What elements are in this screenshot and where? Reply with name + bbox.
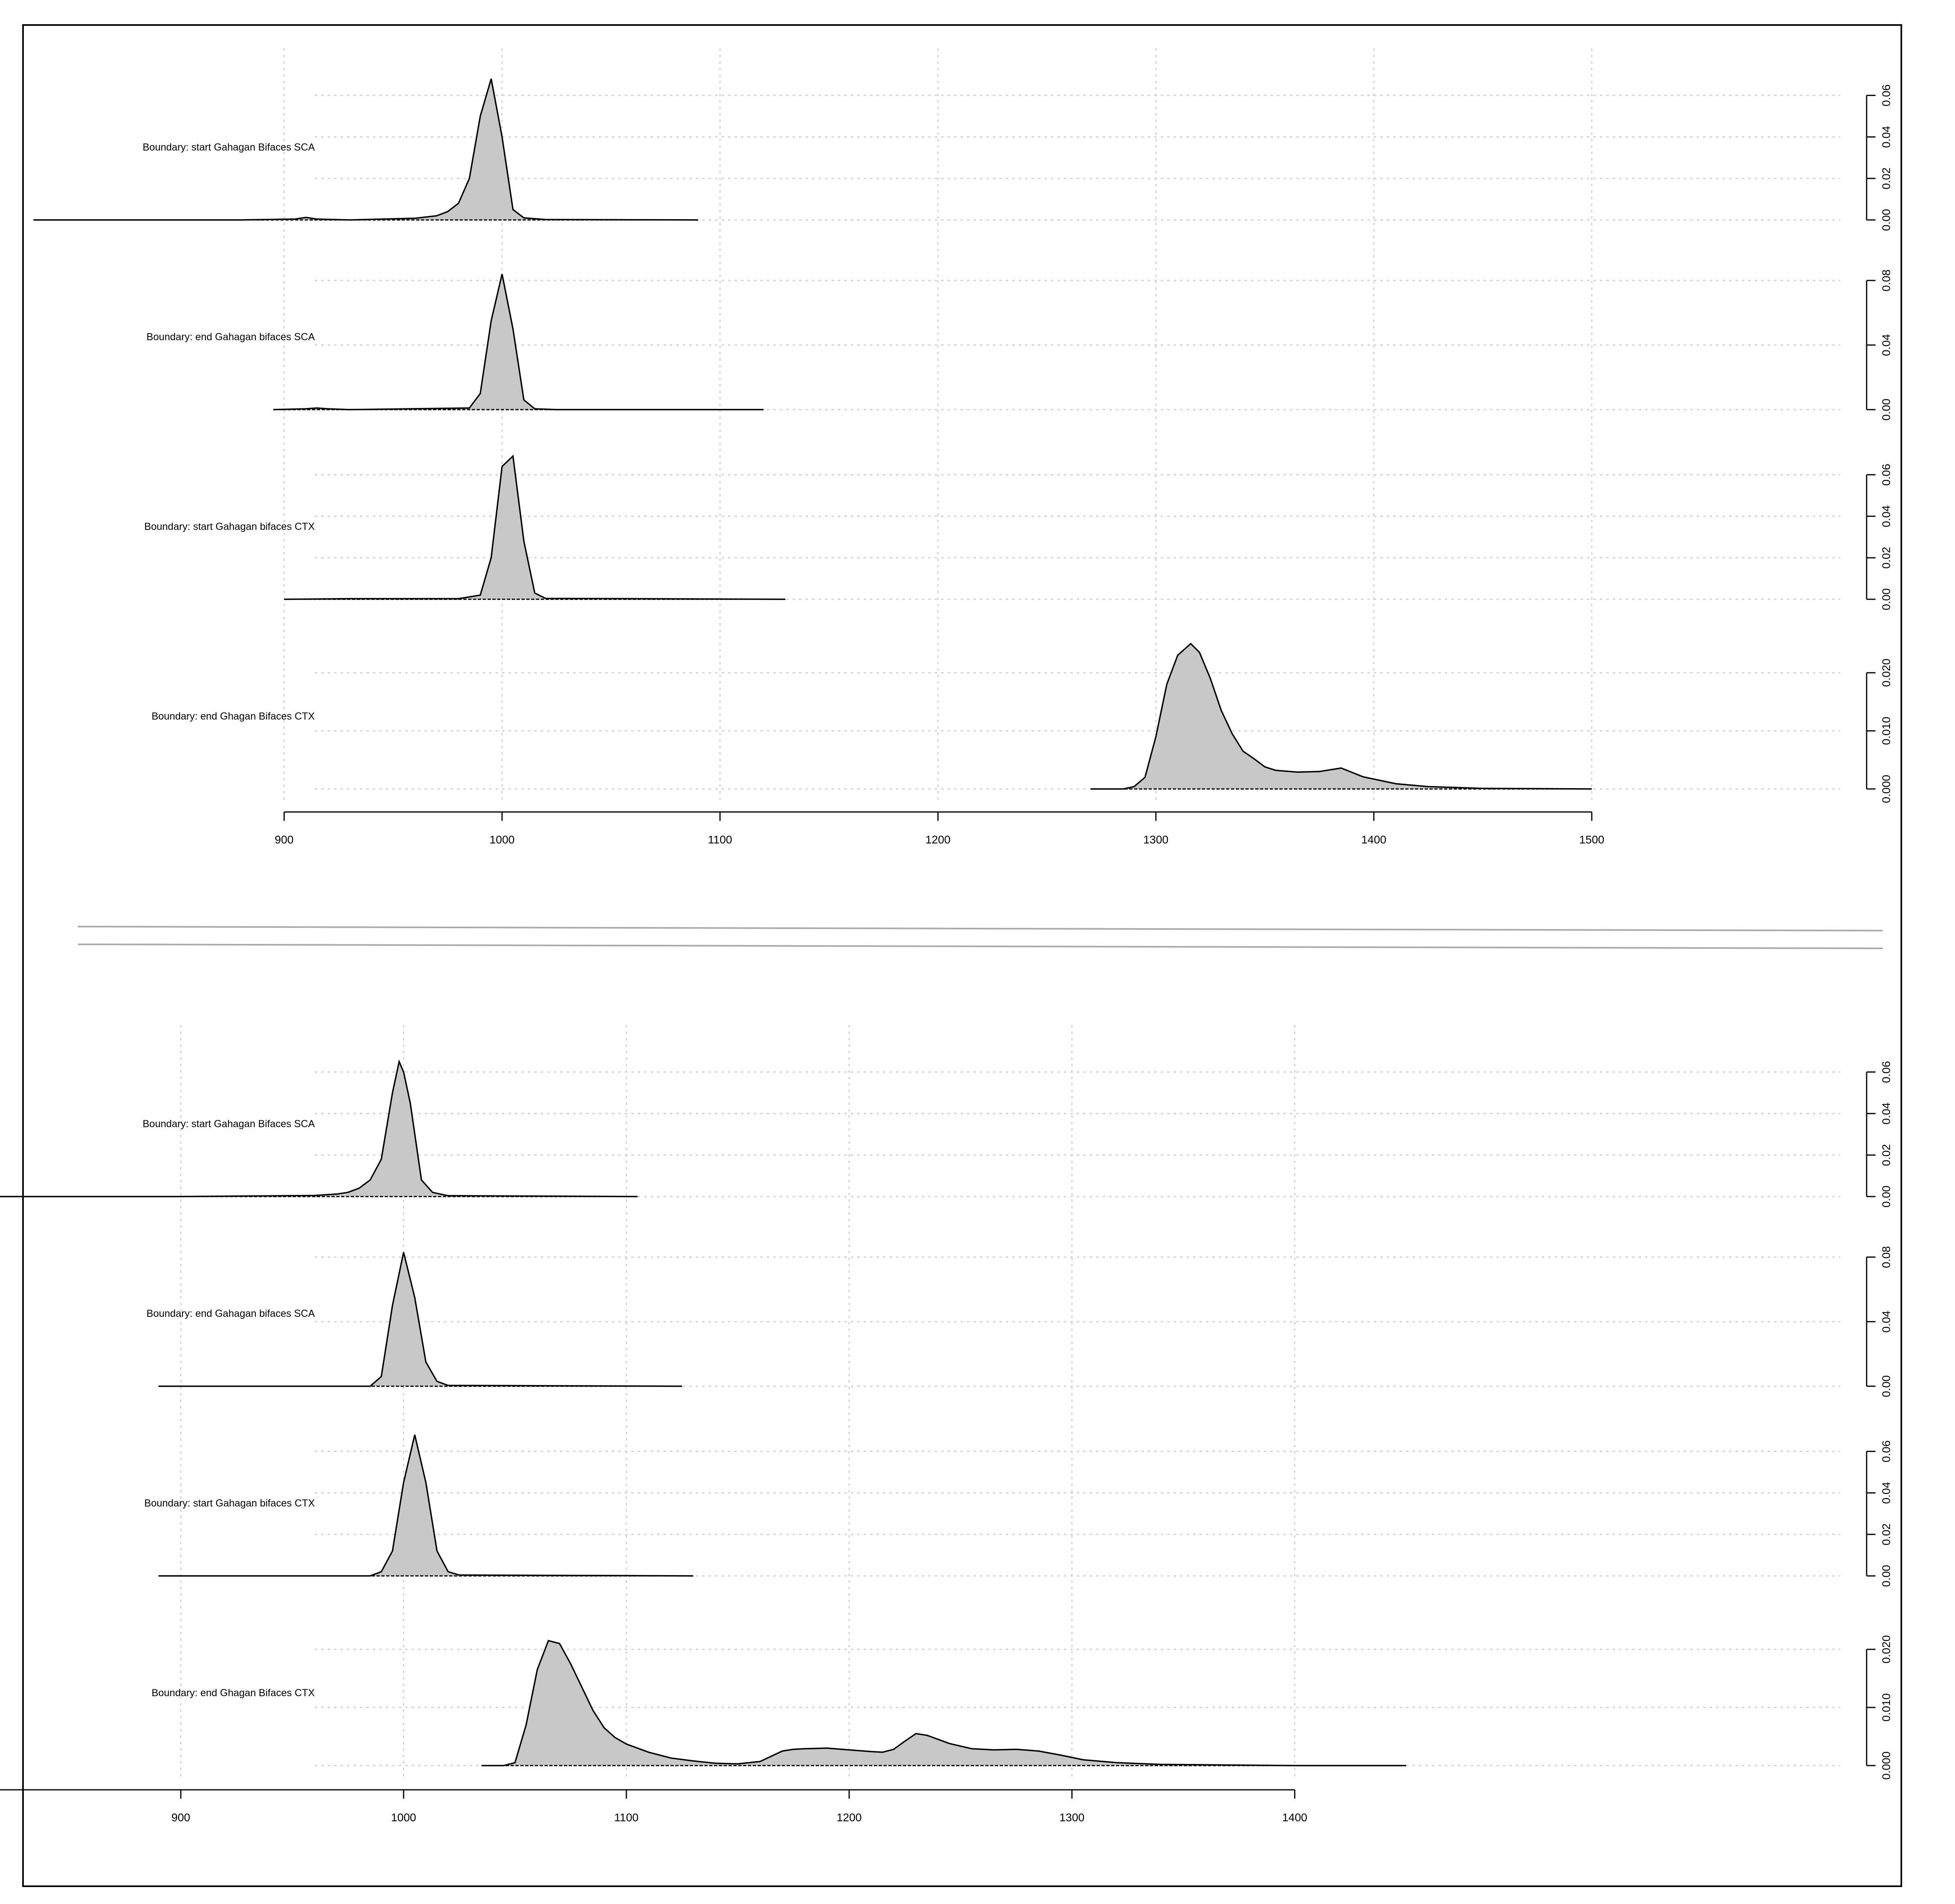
y-tick-label: 0.010	[1880, 1693, 1892, 1722]
density-area	[284, 456, 785, 599]
x-tick-label: 1200	[925, 833, 950, 846]
y-tick-label: 0.04	[1880, 505, 1892, 527]
x-tick-label: 900	[172, 1811, 190, 1824]
figure-border	[22, 24, 1902, 1887]
x-tick-label: 1300	[1143, 833, 1168, 846]
y-tick-label: 0.06	[1880, 84, 1892, 107]
y-tick-label: 0.00	[1880, 1375, 1892, 1398]
density-line	[158, 1434, 693, 1577]
density-line	[33, 78, 699, 221]
y-tick-label: 0.02	[1880, 1523, 1892, 1546]
y-tick-label: 0.08	[1880, 1246, 1892, 1268]
x-tick-label: 1400	[1361, 833, 1386, 846]
panel-top: Boundary: start Gahagan Bifaces SCA0.000…	[33, 48, 1892, 846]
panel-divider	[77, 944, 1883, 949]
x-tick-label: 1500	[1579, 833, 1604, 846]
y-tick-label: 0.06	[1880, 464, 1892, 486]
density-area	[0, 1061, 638, 1197]
y-tick-label: 0.000	[1880, 775, 1892, 803]
density-area	[481, 1640, 1406, 1766]
y-tick-label: 0.04	[1880, 334, 1892, 356]
x-tick-label: 1200	[837, 1811, 862, 1824]
series-label: Boundary: end Ghagan Bifaces CTX	[152, 711, 315, 722]
y-tick-label: 0.010	[1880, 717, 1892, 745]
x-tick-label: 1100	[708, 833, 732, 846]
y-tick-label: 0.02	[1880, 547, 1892, 569]
density-line	[0, 1059, 638, 1197]
x-tick-label: 1400	[1282, 1811, 1307, 1824]
y-tick-label: 0.02	[1880, 167, 1892, 190]
y-tick-label: 0.020	[1880, 1635, 1892, 1663]
density-area	[273, 274, 764, 410]
x-tick-label: 1000	[490, 833, 515, 846]
y-tick-label: 0.04	[1880, 126, 1892, 148]
series-label: Boundary: end Ghagan Bifaces CTX	[152, 1687, 315, 1699]
y-tick-label: 0.08	[1880, 270, 1892, 292]
series-label: Boundary: start Gahagan Bifaces SCA	[142, 142, 315, 153]
density-area	[33, 79, 698, 220]
y-tick-label: 0.00	[1880, 1565, 1892, 1587]
density-line	[1091, 642, 1592, 790]
y-tick-label: 0.020	[1880, 659, 1892, 687]
y-tick-label: 0.00	[1880, 1186, 1892, 1208]
density-line	[273, 274, 764, 410]
y-tick-label: 0.00	[1880, 209, 1892, 231]
x-tick-label: 900	[275, 833, 294, 846]
density-area	[1091, 644, 1592, 789]
y-tick-label: 0.04	[1880, 1311, 1892, 1333]
x-tick-label: 1300	[1059, 1811, 1084, 1824]
panel-divider	[77, 926, 1883, 931]
density-line	[481, 1640, 1406, 1766]
density-line	[158, 1252, 682, 1387]
series-label: Boundary: start Gahagan bifaces CTX	[144, 1498, 315, 1509]
y-tick-label: 0.06	[1880, 1440, 1892, 1463]
y-tick-label: 0.04	[1880, 1482, 1892, 1504]
series-label: Boundary: end Gahagan bifaces SCA	[147, 331, 315, 343]
y-tick-label: 0.00	[1880, 399, 1892, 421]
series-label: Boundary: start Gahagan Bifaces SCA	[142, 1118, 315, 1130]
density-area	[158, 1435, 693, 1576]
y-tick-label: 0.02	[1880, 1144, 1892, 1166]
density-area	[158, 1252, 682, 1386]
series-label: Boundary: start Gahagan bifaces CTX	[144, 521, 315, 532]
panel-bottom: Boundary: start Gahagan Bifaces SCA0.000…	[0, 1025, 1892, 1824]
x-tick-label: 1100	[614, 1811, 638, 1824]
y-tick-label: 0.000	[1880, 1751, 1892, 1780]
series-label: Boundary: end Gahagan bifaces SCA	[147, 1308, 315, 1319]
y-tick-label: 0.00	[1880, 588, 1892, 611]
density-line	[284, 454, 786, 600]
y-tick-label: 0.04	[1880, 1103, 1892, 1125]
x-tick-label: 1000	[391, 1811, 416, 1824]
y-tick-label: 0.06	[1880, 1061, 1892, 1083]
